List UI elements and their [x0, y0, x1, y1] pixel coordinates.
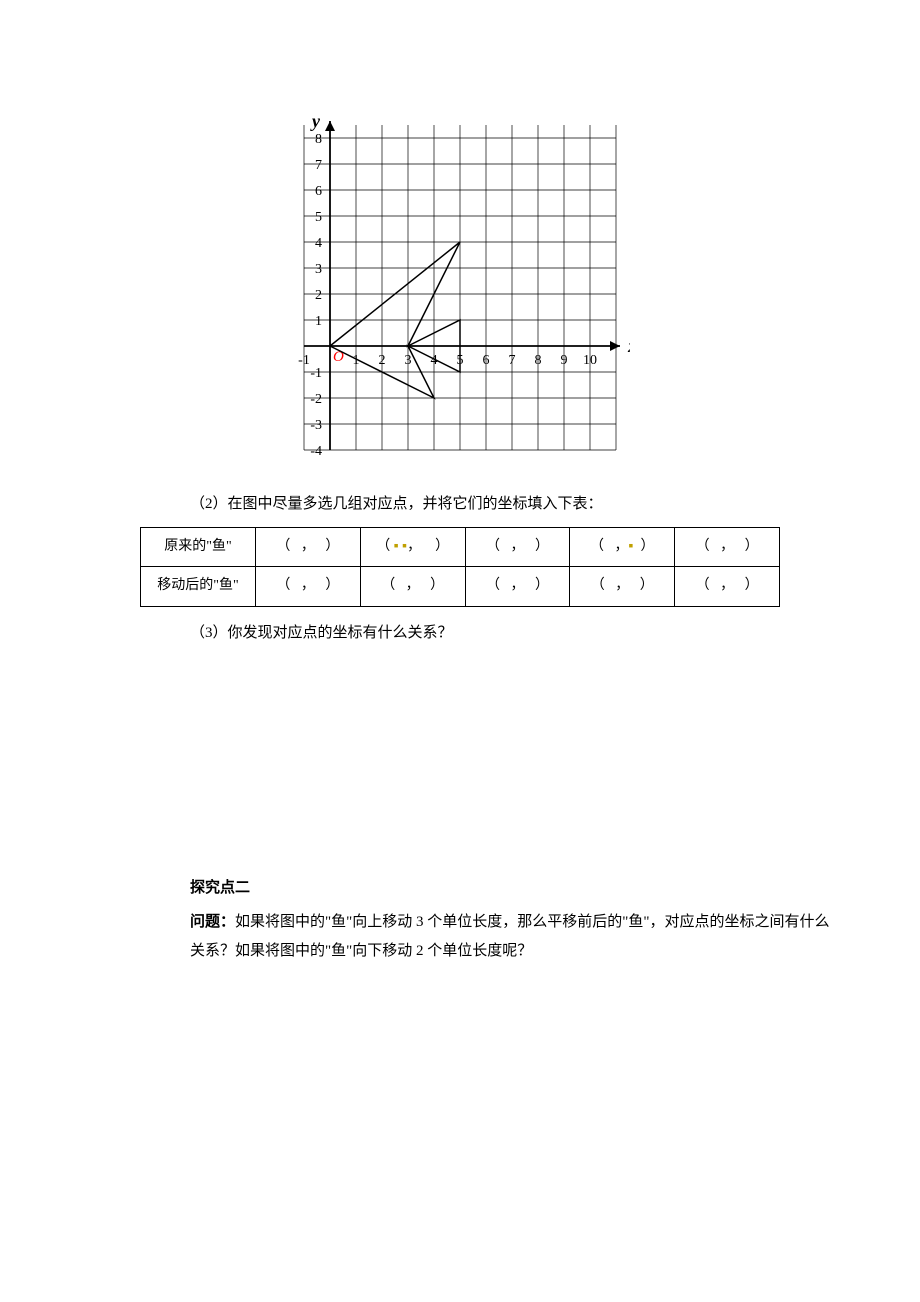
coord-cell: （ ， ） — [675, 567, 780, 607]
row-header: 移动后的"鱼" — [141, 567, 256, 607]
coord-cell: （ ， ） — [465, 527, 570, 567]
table-row: 原来的"鱼" （ ， ） （ ▪ ▪， ） （ ， ） （ ，▪ ） （ ， ） — [141, 527, 780, 567]
svg-text:7: 7 — [509, 353, 516, 368]
coord-cell: （ ▪ ▪， ） — [360, 527, 465, 567]
question-body: 如果将图中的"鱼"向上移动 3 个单位长度，那么平移前后的"鱼"，对应点的坐标之… — [190, 914, 830, 959]
question-label: 问题： — [190, 913, 235, 930]
svg-text:5: 5 — [315, 210, 322, 225]
coord-cell: （ ， ） — [256, 527, 361, 567]
svg-text:9: 9 — [561, 353, 568, 368]
svg-text:-1: -1 — [310, 366, 322, 381]
coordinates-table: 原来的"鱼" （ ， ） （ ▪ ▪， ） （ ， ） （ ，▪ ） （ ， ）… — [140, 527, 780, 608]
coord-cell: （ ， ） — [360, 567, 465, 607]
section-2-question: 问题：如果将图中的"鱼"向上移动 3 个单位长度，那么平移前后的"鱼"，对应点的… — [90, 908, 830, 965]
svg-text:7: 7 — [315, 158, 322, 173]
svg-text:-4: -4 — [310, 444, 322, 459]
svg-text:2: 2 — [379, 353, 386, 368]
table-row: 移动后的"鱼" （ ， ） （ ， ） （ ， ） （ ， ） （ ， ） — [141, 567, 780, 607]
coord-cell: （ ， ） — [675, 527, 780, 567]
row-header: 原来的"鱼" — [141, 527, 256, 567]
svg-text:3: 3 — [315, 262, 322, 277]
question-2-text: （2）在图中尽量多选几组对应点，并将它们的坐标填入下表： — [90, 490, 830, 519]
svg-text:y: y — [310, 111, 321, 131]
svg-text:6: 6 — [483, 353, 490, 368]
svg-text:2: 2 — [315, 288, 322, 303]
svg-text:8: 8 — [535, 353, 542, 368]
svg-text:3: 3 — [405, 353, 412, 368]
coord-cell: （ ， ） — [256, 567, 361, 607]
coord-cell: （ ， ） — [465, 567, 570, 607]
svg-text:-3: -3 — [310, 418, 322, 433]
svg-text:-1: -1 — [298, 353, 310, 368]
question-3-text: （3）你发现对应点的坐标有什么关系？ — [90, 619, 830, 648]
section-2-title: 探究点二 — [90, 874, 830, 903]
coord-cell: （ ， ） — [570, 567, 675, 607]
svg-text:x: x — [627, 336, 630, 356]
coord-cell: （ ，▪ ） — [570, 527, 675, 567]
coordinate-chart: -112345678910-4-3-2-112345678Oxy — [90, 110, 830, 460]
svg-text:10: 10 — [583, 353, 597, 368]
svg-text:-2: -2 — [310, 392, 322, 407]
svg-text:6: 6 — [315, 184, 322, 199]
blank-space — [90, 654, 830, 874]
svg-text:4: 4 — [315, 236, 322, 251]
svg-text:1: 1 — [315, 314, 322, 329]
svg-text:8: 8 — [315, 132, 322, 147]
